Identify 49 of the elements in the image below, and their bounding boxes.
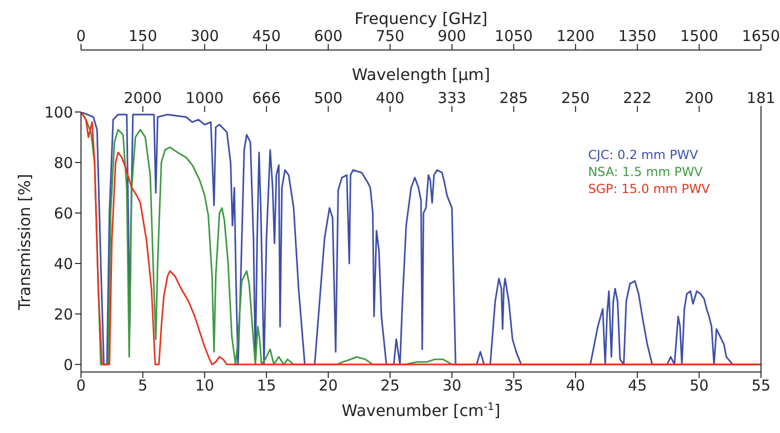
text: 222	[623, 89, 652, 107]
text: SGP: 15.0 mm PWV	[588, 180, 710, 197]
y-tick-label: 0	[63, 356, 73, 374]
x-tick-label: 0	[76, 376, 86, 395]
text: 500	[314, 89, 343, 107]
text: CJC: 0.2 mm PWV	[588, 146, 700, 163]
x2-tick-label: 750	[376, 27, 404, 45]
text: 181	[746, 89, 776, 107]
x2-tick-label: 1500	[680, 27, 718, 45]
x-tick-label: 15	[256, 376, 276, 395]
text: 2000	[124, 89, 162, 107]
x2-tick-label: 1050	[494, 27, 533, 45]
text: 666	[252, 89, 281, 107]
y-axis-title: Transmission [%]	[15, 174, 34, 312]
x-tick-label: 35	[504, 376, 524, 395]
x2-tick-label: 1350	[618, 27, 656, 45]
x-tick-label: 55	[751, 376, 771, 395]
text: Wavelength [μm]	[352, 65, 490, 84]
x-tick-label: 20	[318, 376, 338, 395]
x2-tick-label: 450	[252, 27, 281, 45]
x2-tick-label: 1650	[742, 27, 780, 45]
text: 250	[561, 89, 590, 107]
x2-tick-label: 900	[438, 27, 466, 45]
x-tick-label: 25	[380, 376, 400, 395]
y-tick-label: 80	[54, 154, 73, 172]
x2-tick-label: 600	[314, 27, 343, 45]
x-tick-label: 10	[195, 376, 214, 395]
y-tick-label: 100	[44, 103, 73, 122]
y-tick-label: 40	[54, 254, 73, 273]
x-tick-label: 40	[566, 376, 586, 395]
text: NSA: 1.5 mm PWV	[588, 163, 704, 180]
line-series	[81, 112, 761, 366]
text: 400	[376, 89, 404, 107]
x2-tick-label: 1200	[556, 27, 595, 45]
x2-axis-title: Frequency [GHz]	[354, 9, 488, 28]
x-tick-label: 50	[690, 376, 709, 395]
x2-tick-label: 0	[76, 27, 86, 45]
x2-tick-label: 150	[128, 27, 158, 45]
text: 285	[499, 89, 528, 107]
x-tick-label: 30	[442, 376, 462, 395]
x2-tick-label: 300	[190, 27, 219, 45]
text: 200	[684, 89, 714, 107]
x-tick-label: 45	[628, 376, 647, 395]
text: 333	[438, 89, 466, 107]
y-tick-label: 20	[54, 305, 73, 324]
y-tick-label: 60	[54, 204, 73, 222]
x-axis-title: Wavenumber [cm$^{-1}$]	[342, 401, 500, 420]
x-tick-label: 5	[138, 376, 148, 395]
text: 1000	[186, 89, 224, 107]
